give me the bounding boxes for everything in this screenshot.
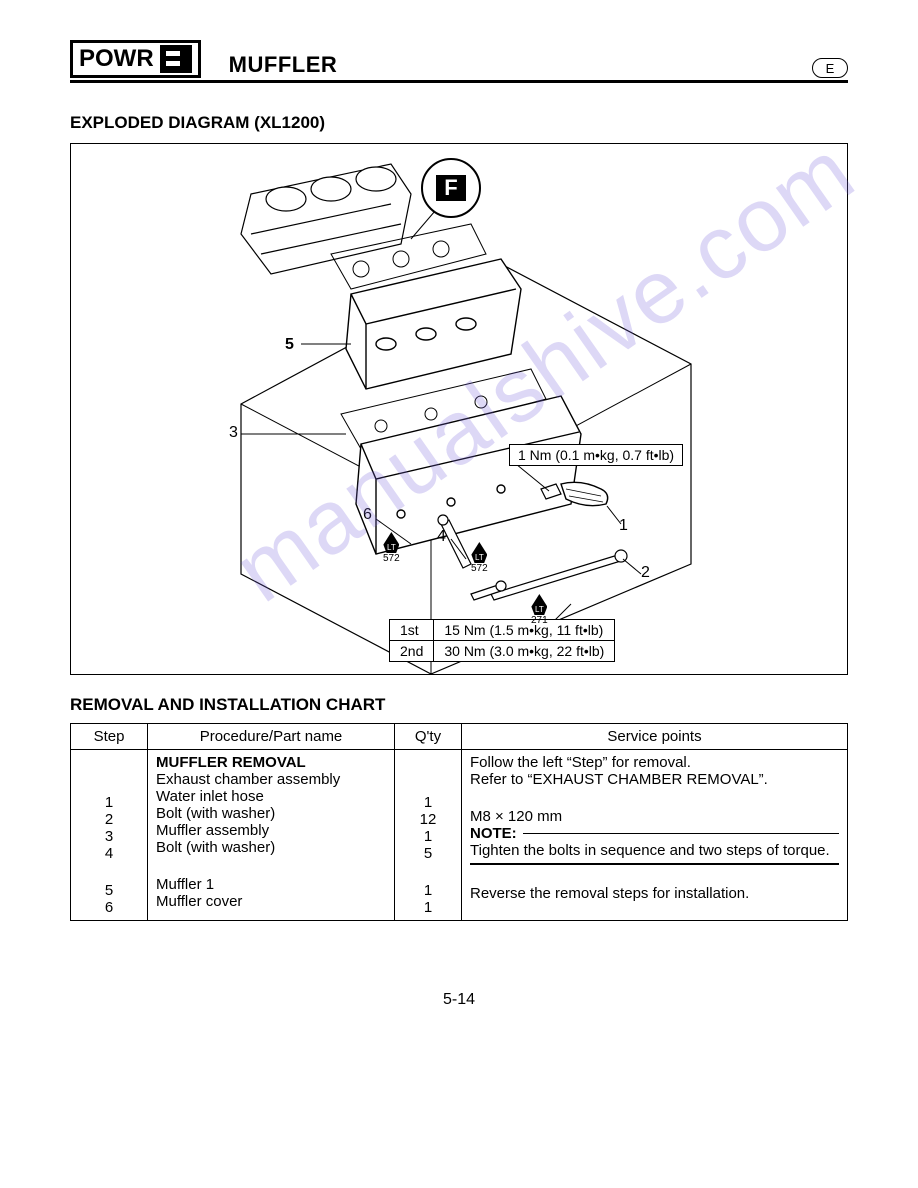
step-5: 5 (79, 882, 139, 899)
table-header-row: Step Procedure/Part name Q'ty Service po… (71, 724, 848, 750)
callout-6: 6 (363, 506, 372, 524)
qty-5: 1 (403, 882, 453, 899)
service-intro-2: Refer to “EXHAUST CHAMBER REMOVAL”. (470, 771, 839, 788)
torque-callout-1nm: 1 Nm (0.1 m•kg, 0.7 ft•lb) (509, 444, 683, 466)
rule-icon (523, 833, 839, 835)
service-4: Tighten the bolts in sequence and two st… (470, 842, 839, 859)
proc-2: Bolt (with washer) (156, 805, 386, 822)
lt-number: 572 (383, 553, 400, 564)
step-3: 3 (79, 828, 139, 845)
page-header: POWR MUFFLER E (70, 40, 848, 83)
header-procedure: Procedure/Part name (148, 724, 395, 750)
service-footer: Reverse the removal steps for installati… (470, 885, 839, 902)
chapter-code: POWR (79, 45, 154, 73)
f-label: F (436, 175, 466, 201)
engine-icon (160, 45, 192, 73)
lt-badge-572b: LT 572 (471, 542, 488, 574)
proc-3: Muffler assembly (156, 822, 386, 839)
qty-2: 12 (403, 811, 453, 828)
language-badge: E (812, 58, 848, 78)
callout-2: 2 (641, 564, 650, 582)
drop-icon: LT (383, 532, 399, 553)
lt-badge-572a: LT 572 (383, 532, 400, 564)
chapter-badge: POWR (70, 40, 201, 78)
diagram-svg (71, 144, 847, 674)
qty-6: 1 (403, 899, 453, 916)
table-row: 1st 15 Nm (1.5 m•kg, 11 ft•lb) (390, 620, 615, 641)
proc-6: Muffler cover (156, 893, 386, 910)
torque-step-2-value: 30 Nm (3.0 m•kg, 22 ft•lb) (434, 641, 615, 662)
page-number: 5-14 (70, 991, 848, 1009)
qty-3: 1 (403, 828, 453, 845)
header-step: Step (71, 724, 148, 750)
exploded-diagram: F 5 3 6 4 1 2 1 Nm (0.1 m•kg, 0.7 ft•lb)… (70, 143, 848, 675)
chart-title: REMOVAL AND INSTALLATION CHART (70, 695, 848, 715)
callout-1: 1 (619, 517, 628, 535)
torque-step-1-label: 1st (390, 620, 434, 641)
callout-4: 4 (437, 528, 446, 546)
torque-step-2-label: 2nd (390, 641, 434, 662)
f-badge: F (421, 158, 481, 218)
diagram-title: EXPLODED DIAGRAM (XL1200) (70, 113, 848, 133)
note-heading: NOTE: (470, 825, 839, 842)
proc-4: Bolt (with washer) (156, 839, 386, 856)
chart-section-heading: MUFFLER REMOVAL (156, 754, 386, 771)
section-title: MUFFLER (229, 52, 812, 78)
callout-5: 5 (285, 336, 294, 354)
callout-3: 3 (229, 424, 238, 442)
torque-step-1-value: 15 Nm (1.5 m•kg, 11 ft•lb) (434, 620, 615, 641)
torque-step-table: 1st 15 Nm (1.5 m•kg, 11 ft•lb) 2nd 30 Nm… (389, 619, 615, 662)
lt-number: 271 (531, 615, 548, 626)
note-label: NOTE: (470, 825, 517, 842)
drop-icon: LT (531, 594, 547, 615)
proc-1: Water inlet hose (156, 788, 386, 805)
rule-icon (470, 863, 839, 865)
table-row: 2nd 30 Nm (3.0 m•kg, 22 ft•lb) (390, 641, 615, 662)
drop-icon: LT (471, 542, 487, 563)
service-intro-1: Follow the left “Step” for removal. (470, 754, 839, 771)
step-4: 4 (79, 845, 139, 862)
lt-number: 572 (471, 563, 488, 574)
lt-badge-271: LT 271 (531, 594, 548, 626)
header-service: Service points (462, 724, 848, 750)
step-2: 2 (79, 811, 139, 828)
step-6: 6 (79, 899, 139, 916)
chart-section-sub: Exhaust chamber assembly (156, 771, 386, 788)
removal-install-chart: Step Procedure/Part name Q'ty Service po… (70, 723, 848, 921)
qty-1: 1 (403, 794, 453, 811)
step-1: 1 (79, 794, 139, 811)
service-2: M8 × 120 mm (470, 808, 839, 825)
header-qty: Q'ty (395, 724, 462, 750)
qty-4: 5 (403, 845, 453, 862)
proc-5: Muffler 1 (156, 876, 386, 893)
table-body-row: 1 2 3 4 5 6 MUFFLER REMOVAL Exhaust cham… (71, 750, 848, 921)
